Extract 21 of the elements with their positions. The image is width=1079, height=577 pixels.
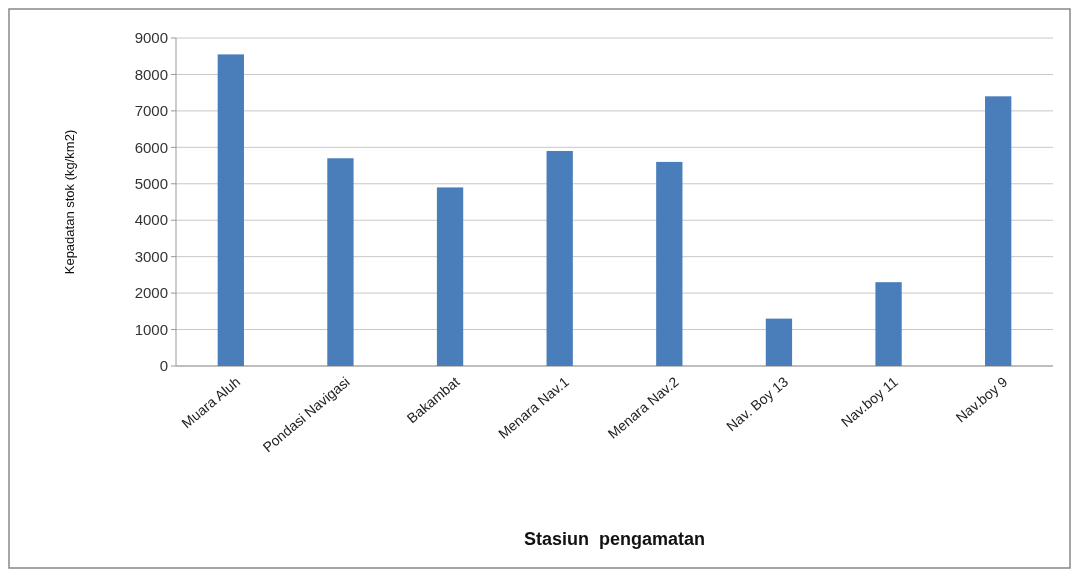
y-axis-title: Kepadatan stok (kg/km2) — [62, 129, 77, 275]
bar — [217, 54, 244, 366]
y-tick-label: 0 — [159, 357, 168, 375]
y-tick-label: 1000 — [134, 320, 168, 338]
bar — [875, 282, 902, 366]
bar — [985, 96, 1012, 366]
y-tick-label: 9000 — [134, 29, 168, 47]
bar — [765, 318, 793, 366]
y-tick-label: 2000 — [134, 284, 168, 302]
bar — [327, 158, 354, 366]
bar — [546, 150, 573, 366]
x-axis-title: Stasiun pengamatan — [523, 529, 706, 549]
y-tick-label: 4000 — [134, 211, 168, 229]
bar — [436, 187, 464, 366]
y-tick-label: 7000 — [134, 102, 168, 120]
y-tick-label: 6000 — [134, 138, 168, 156]
y-tick-label: 3000 — [134, 247, 168, 265]
y-tick-label: 5000 — [134, 175, 168, 193]
y-tick-label: 8000 — [134, 65, 168, 83]
x-tick-label: Nav. Boy 13 — [723, 373, 792, 435]
bar — [656, 161, 683, 366]
